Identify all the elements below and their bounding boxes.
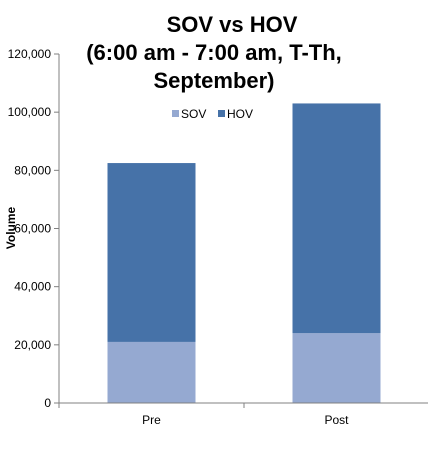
y-tick-label: 100,000: [8, 105, 52, 119]
legend-swatch-sov: [172, 110, 179, 117]
legend: SOV HOV: [172, 107, 253, 121]
chart-title-line-3: September): [153, 68, 274, 93]
y-tick-label: 0: [44, 396, 51, 410]
bar-sov-pre: [107, 341, 196, 403]
y-axis-label: Volume: [4, 206, 18, 249]
x-tick-label: Pre: [142, 413, 161, 427]
legend-label-hov: HOV: [227, 107, 253, 121]
chart-title-line-1: SOV vs HOV: [167, 12, 298, 37]
legend-swatch-hov: [218, 110, 225, 117]
bar-sov-post: [292, 333, 381, 403]
bar-hov-pre: [107, 163, 196, 342]
legend-label-sov: SOV: [181, 107, 206, 121]
plot-area: 0 20,000 40,000 60,000 80,000 100,000 120,000 P…: [8, 47, 428, 427]
y-tick-label: 20,000: [14, 338, 51, 352]
chart-title: SOV vs HOV (6:00 am - 7:00 am, T-Th, Sep…: [86, 12, 342, 93]
y-tick-label: 40,000: [14, 280, 51, 294]
chart-title-line-2: (6:00 am - 7:00 am, T-Th,: [86, 40, 342, 65]
bar-hov-post: [292, 103, 381, 334]
y-tick-label: 120,000: [8, 47, 52, 61]
y-tick-label: 80,000: [14, 163, 51, 177]
x-tick-label: Post: [324, 413, 349, 427]
y-tick-label: 60,000: [14, 222, 51, 236]
